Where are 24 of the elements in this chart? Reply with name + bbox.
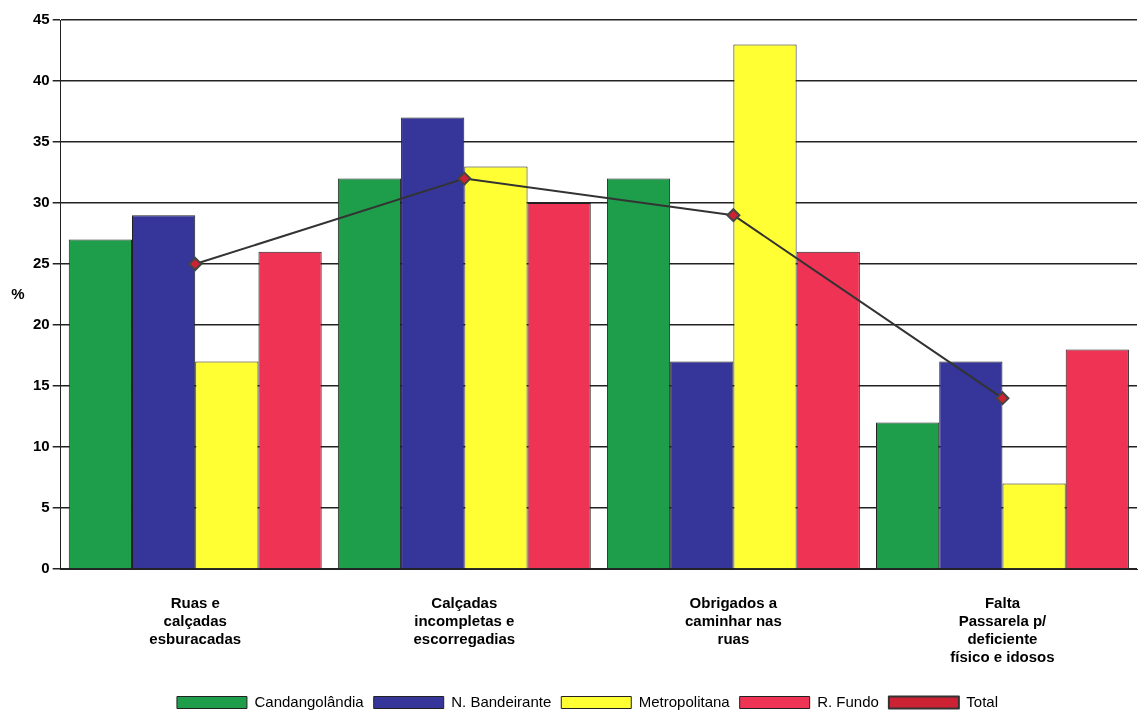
point [188, 257, 203, 271]
point [457, 171, 472, 186]
y-axis-title: % [11, 284, 25, 302]
legend-label: Candangolândia [254, 692, 365, 710]
point [995, 391, 1010, 406]
x-tick-label: Ruas e calçadas esburacadas [149, 594, 242, 648]
legend-label: N. Bandeirante [451, 692, 552, 710]
x-tick-label: Falta Passarela p/ deficiente físico e idosos [950, 594, 1055, 666]
y-tick-label: 40 [33, 71, 50, 89]
y-tick-label: 0 [41, 559, 50, 577]
y-tick-label: 45 [33, 10, 50, 28]
y-tick-label: 25 [33, 254, 50, 272]
x-tick-label: Calçadas incompletas e escorregadias [413, 594, 516, 648]
y-tick-label: 10 [33, 437, 50, 455]
y-tick-label: 35 [33, 132, 50, 150]
legend-label: Metropolitana [638, 692, 731, 710]
point [726, 208, 741, 223]
y-tick-label: 30 [33, 193, 50, 211]
x-tick-label: Obrigados a caminhar nas ruas [685, 594, 782, 648]
legend-label: R. Fundo [817, 692, 879, 710]
y-tick-label: 5 [41, 498, 50, 516]
y-tick-label: 20 [33, 315, 50, 333]
y-tick-label: 15 [33, 376, 50, 394]
legend-label: Total [966, 692, 999, 710]
